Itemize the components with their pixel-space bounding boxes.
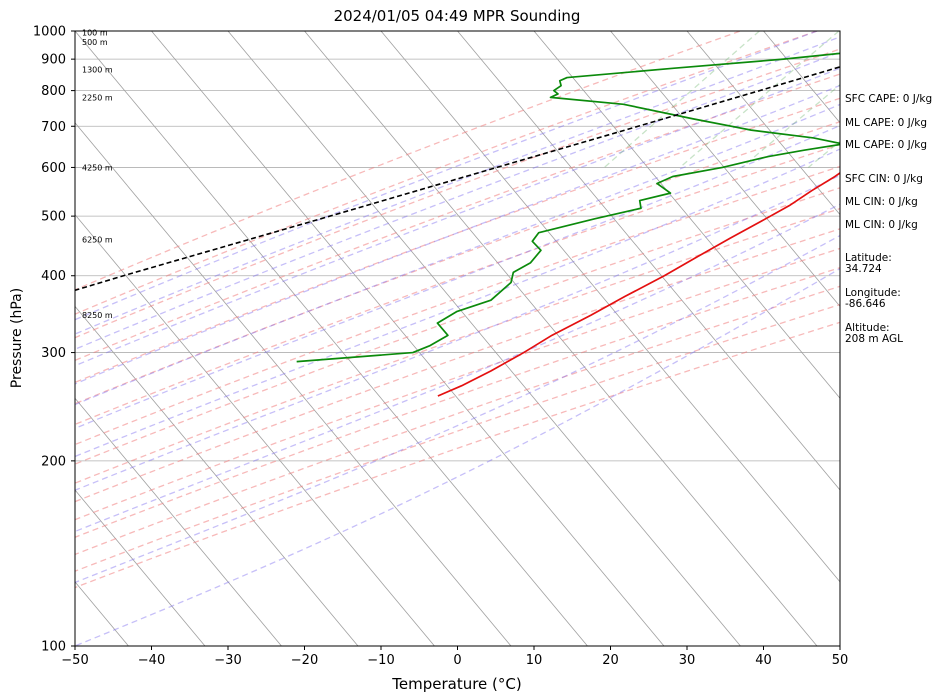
altitude-label: 500 m [82, 38, 108, 47]
y-tick-label: 300 [41, 346, 66, 361]
altitude-label: 2250 m [82, 93, 113, 102]
altitude-label: 100 m [82, 28, 108, 37]
annotation-text: SFC CIN: 0 J/kg [845, 173, 923, 185]
annotation-text: 34.724 [845, 263, 882, 275]
sounding-series [75, 52, 840, 397]
x-tick-label: 0 [453, 653, 461, 668]
x-tick-label: 30 [679, 653, 696, 668]
dewpoint-profile-line [296, 52, 840, 363]
isotherm-line [304, 31, 818, 646]
isotherm-line [75, 489, 206, 646]
mixing-ratio-line [603, 31, 760, 168]
y-tick-label: 800 [41, 84, 66, 99]
annotation-text: Longitude: [845, 287, 901, 299]
isotherm-line [380, 31, 840, 583]
dry-adiabat-line [75, 285, 840, 556]
sounding-annotations: SFC CAPE: 0 J/kg ML CAPE: 0 J/kg ML CAPE: … [845, 93, 932, 345]
moist-adiabat-line [75, 203, 840, 533]
dry-adiabat-line [75, 187, 840, 465]
dry-adiabat-line [75, 31, 743, 291]
annotation-text: Altitude: [845, 322, 890, 334]
altitude-label: 8250 m [82, 311, 113, 320]
annotation-text: ML CAPE: 0 J/kg [845, 139, 927, 151]
y-axis-label: Pressure (hPa) [9, 288, 25, 388]
annotation-text: ML CIN: 0 J/kg [845, 196, 918, 208]
dry-adiabat-line [75, 31, 819, 315]
isotherm-line [151, 31, 665, 646]
isotherm-line [610, 31, 840, 308]
x-tick-label: 20 [602, 653, 619, 668]
dry-adiabat-line [75, 73, 840, 362]
moist-adiabat-line [75, 174, 840, 491]
y-tick-label: 1000 [33, 25, 66, 40]
dry-adiabat-line [75, 247, 840, 521]
dry-adiabat-line [75, 321, 840, 589]
annotation-text: ML CAPE: 0 J/kg [845, 117, 927, 129]
isotherm-line [457, 31, 840, 491]
x-tick-label: −10 [367, 653, 394, 668]
x-tick-label: −50 [61, 653, 88, 668]
x-tick-label: −20 [291, 653, 318, 668]
isotherm-line [227, 31, 741, 646]
isotherm-line [75, 213, 435, 646]
temperature-profile-line [437, 171, 840, 397]
altitude-label: 4250 m [82, 163, 113, 172]
dry-adiabat-line [75, 207, 840, 484]
mixing-ratio-line [741, 83, 840, 168]
moist-adiabat-line [75, 148, 840, 458]
x-tick-label: 10 [526, 653, 543, 668]
dry-adiabat-line [75, 48, 840, 339]
altitude-label: 1300 m [82, 66, 113, 75]
moist-adiabat-line [75, 31, 818, 321]
x-axis-label: Temperature (°C) [391, 675, 521, 693]
moist-adiabat-line [75, 84, 840, 385]
isotherm-line [75, 397, 282, 646]
mixing-ratio-line [679, 31, 840, 168]
y-tick-label: 900 [41, 53, 66, 68]
isotherm-line [75, 31, 588, 646]
isotherm-line [75, 305, 359, 646]
y-tick-label: 500 [41, 210, 66, 225]
annotation-text: -86.646 [845, 298, 886, 310]
y-tick-label: 600 [41, 161, 66, 176]
y-tick-label: 200 [41, 454, 66, 469]
altitude-label: 6250 m [82, 236, 113, 245]
moist-adiabat-line [75, 267, 840, 646]
moist-adiabat-line [75, 67, 840, 367]
background-lines [75, 31, 840, 646]
y-tick-label: 400 [41, 269, 66, 284]
axis-ticks: −50 −40 −30 −20 −10 0 10 20 30 40 50 100 200 300 400 50… [33, 25, 848, 669]
x-tick-label: −40 [138, 653, 165, 668]
y-tick-label: 100 [41, 640, 66, 655]
dry-adiabat-line [75, 165, 840, 446]
parcel-profile-line [75, 66, 840, 292]
annotation-text: Latitude: [845, 252, 892, 264]
x-tick-label: −30 [214, 653, 241, 668]
moist-adiabat-line [75, 36, 840, 335]
x-tick-label: 40 [755, 653, 772, 668]
moist-adiabat-line [75, 234, 840, 584]
annotation-text: ML CIN: 0 J/kg [845, 219, 918, 231]
chart-title: 2024/01/05 04:49 MPR Sounding [334, 7, 581, 25]
isotherm-line [75, 122, 512, 646]
dry-adiabat-line [75, 143, 840, 426]
y-tick-label: 700 [41, 120, 66, 135]
x-tick-label: 50 [832, 653, 849, 668]
annotation-text: 208 m AGL [845, 333, 903, 345]
annotation-text: SFC CAPE: 0 J/kg [845, 93, 932, 105]
